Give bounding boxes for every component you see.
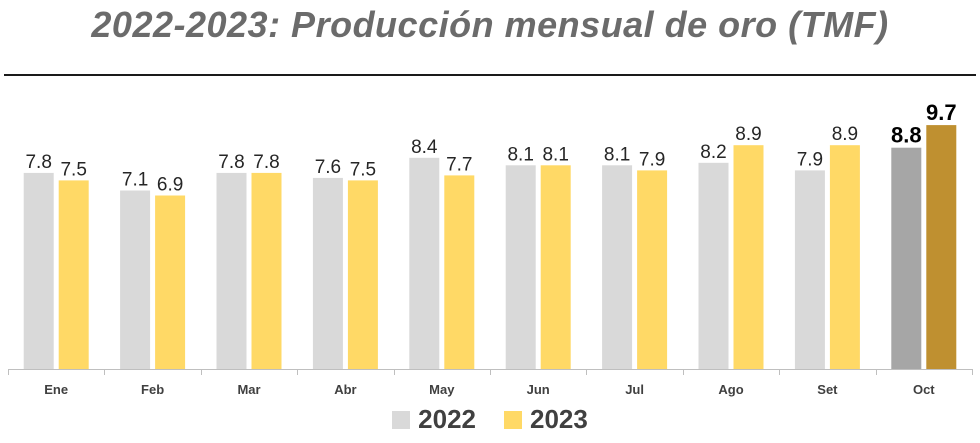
data-label-2023-ene: 7.5 bbox=[60, 159, 86, 180]
bar-chart: 7.8 7.5 Ene 7.1 6.9 Feb 7.8 7.8 Mar 7.6 7.5 Abr 8.4 7… bbox=[8, 100, 973, 397]
data-label-2023-jul: 7.9 bbox=[639, 149, 665, 170]
x-tick-label-may: May bbox=[429, 382, 455, 397]
legend-label-2022: 2022 bbox=[418, 404, 476, 434]
x-tick-label-abr: Abr bbox=[334, 382, 356, 397]
data-label-2022-feb: 7.1 bbox=[122, 170, 148, 191]
bar-2022-ago bbox=[698, 162, 729, 369]
data-label-2022-ene: 7.8 bbox=[25, 152, 51, 173]
data-label-2023-set: 8.9 bbox=[832, 124, 858, 145]
chart-legend: 2022 2023 bbox=[0, 404, 980, 435]
bar-2022-set bbox=[794, 170, 825, 369]
data-label-2023-mar: 7.8 bbox=[253, 152, 279, 173]
data-label-2023-oct: 9.7 bbox=[926, 100, 957, 125]
x-tick-label-jun: Jun bbox=[527, 382, 550, 397]
bar-2023-oct bbox=[926, 125, 957, 369]
bar-2022-jul bbox=[602, 165, 633, 369]
x-tick-label-mar: Mar bbox=[237, 382, 260, 397]
x-tick-label-oct: Oct bbox=[913, 382, 935, 397]
bar-2023-mar bbox=[251, 172, 282, 369]
data-label-2022-mar: 7.8 bbox=[218, 152, 244, 173]
data-label-2023-feb: 6.9 bbox=[157, 175, 183, 196]
bar-2023-ago bbox=[733, 145, 764, 369]
x-tick-label-feb: Feb bbox=[141, 382, 164, 397]
bar-2022-abr bbox=[312, 177, 343, 369]
bar-2023-feb bbox=[155, 195, 186, 369]
data-label-2022-set: 7.9 bbox=[797, 149, 823, 170]
data-label-2022-ago: 8.2 bbox=[700, 142, 726, 163]
bar-2022-ene bbox=[23, 172, 54, 369]
bar-2023-abr bbox=[347, 180, 378, 369]
data-label-2023-ago: 8.9 bbox=[735, 124, 761, 145]
chart-title: 2022-2023: Producción mensual de oro (TM… bbox=[91, 4, 889, 45]
x-tick-label-set: Set bbox=[817, 382, 838, 397]
data-label-2022-abr: 7.6 bbox=[315, 157, 341, 178]
bar-2022-may bbox=[409, 157, 440, 369]
data-label-2023-may: 7.7 bbox=[446, 154, 472, 175]
legend-swatch-2022 bbox=[392, 410, 411, 429]
x-tick-label-ago: Ago bbox=[718, 382, 743, 397]
bar-2022-oct bbox=[891, 147, 922, 369]
legend-swatch-2023 bbox=[504, 410, 522, 429]
data-label-2022-oct: 8.8 bbox=[891, 123, 922, 148]
x-tick-label-ene: Ene bbox=[44, 382, 68, 397]
bar-2023-jul bbox=[637, 170, 668, 369]
bar-2023-ene bbox=[58, 180, 89, 369]
bar-2023-set bbox=[829, 145, 860, 369]
data-label-2022-may: 8.4 bbox=[411, 137, 438, 158]
data-label-2022-jun: 8.1 bbox=[507, 144, 533, 165]
bar-2023-jun bbox=[540, 165, 571, 369]
data-label-2023-jun: 8.1 bbox=[542, 144, 568, 165]
bar-2022-mar bbox=[216, 172, 247, 369]
data-label-2023-abr: 7.5 bbox=[350, 159, 376, 180]
bar-2022-jun bbox=[505, 165, 536, 369]
legend-item-2022: 2022 bbox=[392, 404, 476, 435]
legend-label-2023: 2023 bbox=[530, 404, 588, 434]
bar-2022-feb bbox=[120, 190, 151, 369]
x-tick-label-jul: Jul bbox=[625, 382, 644, 397]
legend-item-2023: 2023 bbox=[504, 404, 588, 435]
title-divider bbox=[4, 74, 976, 76]
data-label-2022-jul: 8.1 bbox=[604, 144, 630, 165]
bar-2023-may bbox=[444, 175, 475, 369]
